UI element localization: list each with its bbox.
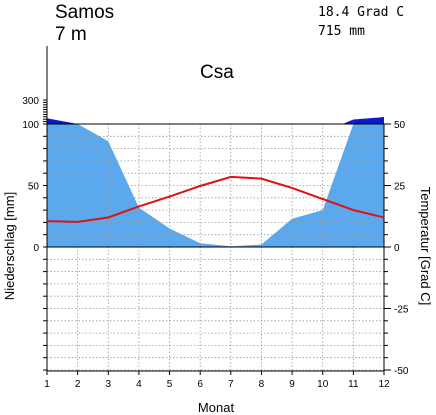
x-tick-label: 3 xyxy=(105,379,111,390)
x-tick-label: 2 xyxy=(75,379,81,390)
x-tick-label: 12 xyxy=(378,379,390,390)
right-tick-label: -25 xyxy=(394,305,409,316)
right-tick-label: 25 xyxy=(394,182,406,193)
right-tick-label: 0 xyxy=(394,243,400,254)
right-tick-label: -50 xyxy=(394,366,409,377)
station-elevation: 7 m xyxy=(55,24,87,45)
x-axis-label: Monat xyxy=(198,400,235,415)
right-axis-label: Temperatur [Grad C] xyxy=(418,187,433,306)
left-tick-label: 300 xyxy=(22,96,39,107)
x-tick-label: 6 xyxy=(197,379,203,390)
left-tick-label: 100 xyxy=(22,120,39,131)
x-tick-label: 5 xyxy=(167,379,173,390)
temperature-line xyxy=(46,175,385,223)
mean-temperature: 18.4 Grad C xyxy=(318,5,404,20)
precipitation-excess-area xyxy=(47,118,78,124)
left-tick-label: 0 xyxy=(33,243,39,254)
x-tick-label: 7 xyxy=(228,379,234,390)
left-tick-label: 50 xyxy=(28,182,40,193)
x-tick-label: 11 xyxy=(348,379,359,390)
x-tick-label: 9 xyxy=(289,379,295,390)
station-name: Samos xyxy=(55,2,114,23)
x-tick-label: 4 xyxy=(136,379,142,390)
right-tick-label: 50 xyxy=(394,120,406,131)
x-tick-label: 1 xyxy=(44,379,50,390)
left-axis-label: Niederschlag [mm] xyxy=(2,192,17,300)
annual-precipitation: 715 mm xyxy=(318,24,365,39)
climate-class: Csa xyxy=(200,62,234,83)
x-tick-label: 10 xyxy=(317,379,329,390)
precipitation-excess-area xyxy=(342,119,354,124)
precipitation-excess-area xyxy=(353,117,384,124)
precipitation-area xyxy=(47,124,384,247)
x-tick-label: 8 xyxy=(259,379,265,390)
